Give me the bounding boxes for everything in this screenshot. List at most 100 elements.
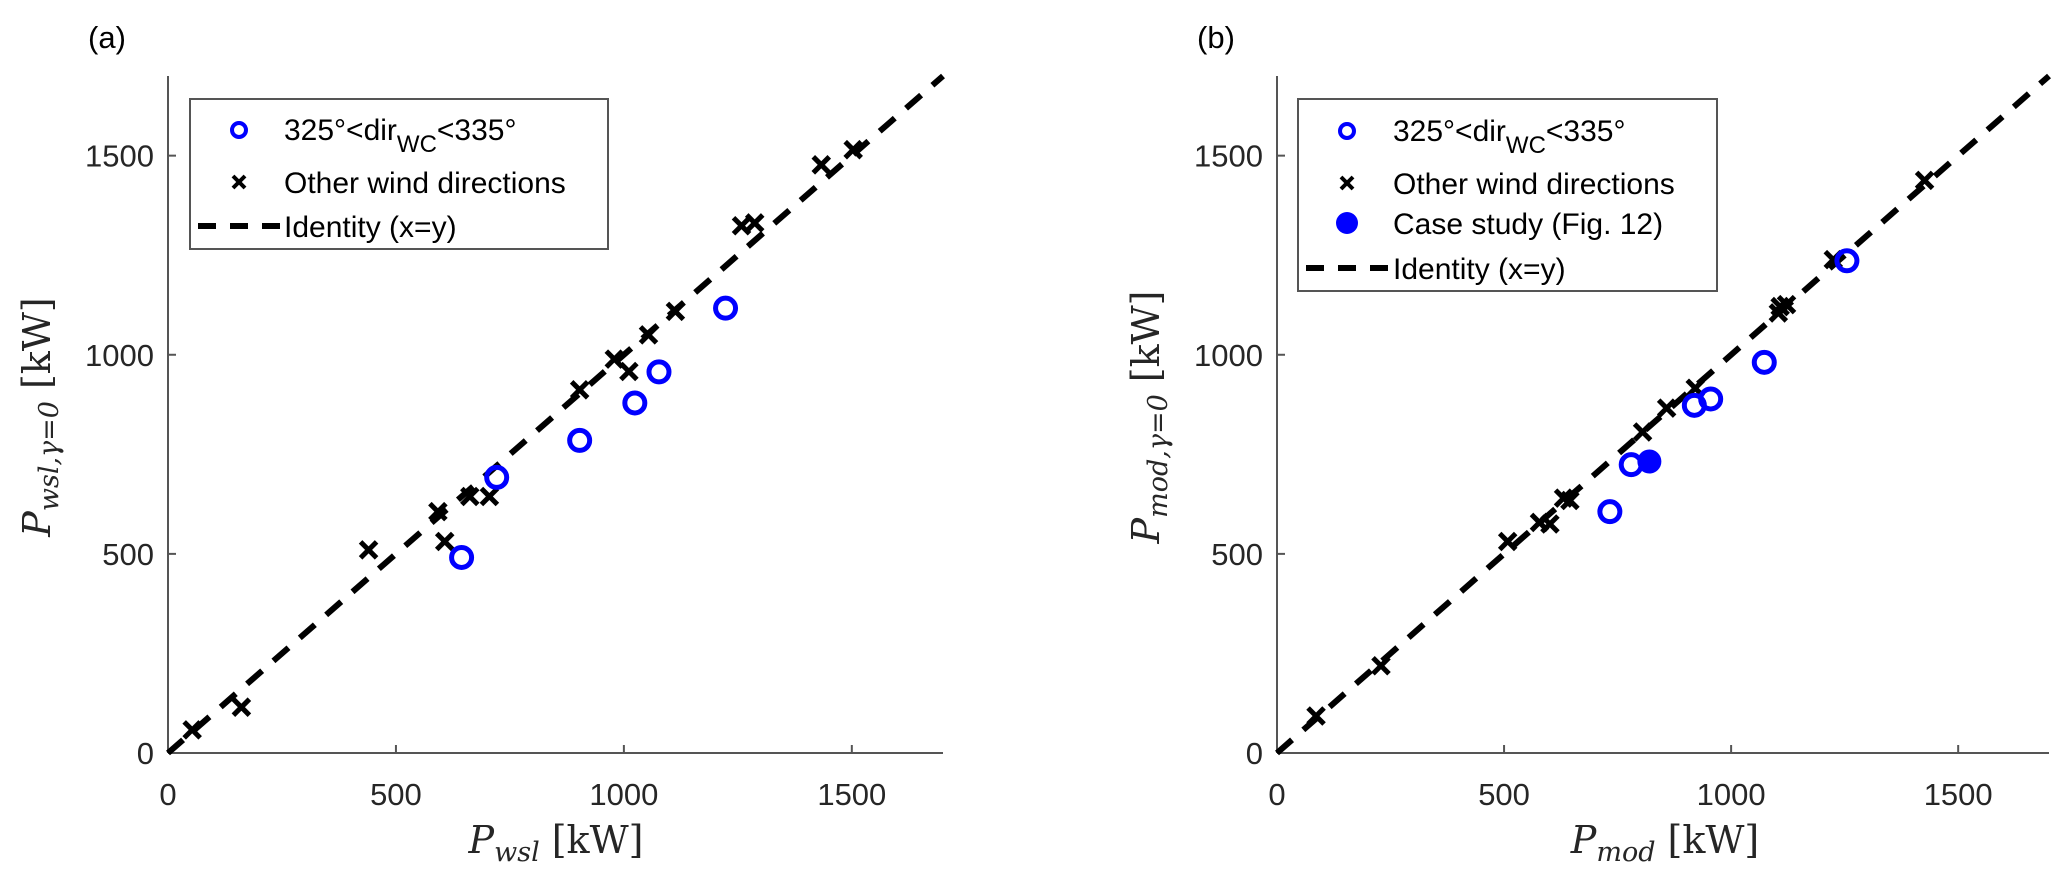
x-marker-stroke <box>1776 294 1797 315</box>
x-marker-stroke <box>811 155 832 175</box>
x-marker-stroke <box>434 531 455 552</box>
x-marker-stroke <box>665 301 686 322</box>
x-marker <box>182 720 202 740</box>
x-marker <box>569 380 590 400</box>
x-marker <box>665 301 686 322</box>
x-marker-stroke <box>731 215 752 236</box>
open-circle-marker <box>1597 499 1623 525</box>
panel-a: (a) 0 500 1000 1500 0 500 1000 1500 Pwsl [kW] Pw… <box>15 20 945 868</box>
y-tick-label: 1500 <box>1194 139 1263 174</box>
legend: 325°<dirWC<335° Other wind directions Ca… <box>1297 98 1718 292</box>
x-marker <box>744 213 765 233</box>
y-tick-label: 1000 <box>1194 338 1263 373</box>
identity-line <box>1275 73 2051 756</box>
axes: 0 500 1000 1500 0 500 1000 1500 <box>1194 76 2049 812</box>
x-marker <box>1497 531 1518 552</box>
y-tick-label: 0 <box>137 736 154 771</box>
panel-b: (b) 0 500 1000 1500 0 500 1000 1500 Pmod [kW] Pm… <box>1124 20 2051 868</box>
x-marker <box>619 361 639 382</box>
legend-x-icon <box>1339 175 1355 191</box>
x-tick-label: 0 <box>159 777 176 812</box>
y-tick-label: 500 <box>102 537 154 572</box>
y-axis-label: Pmod,γ=0[kW] <box>1124 291 1174 545</box>
data-marks <box>166 73 945 756</box>
x-marker <box>1632 422 1653 442</box>
legend-label-case-study: Case study (Fig. 12) <box>1393 208 1663 241</box>
open-circle-marker <box>713 295 739 321</box>
x-marker-stroke <box>1914 170 1935 191</box>
legend-filled-circle-icon <box>1336 212 1358 234</box>
legend-label-highlight: 325°<dirWC<335° <box>284 114 516 158</box>
x-marker-stroke <box>1632 422 1653 442</box>
x-marker-stroke <box>1540 514 1560 534</box>
x-tick-label: 1000 <box>1697 777 1766 812</box>
x-marker <box>428 501 448 522</box>
open-circle-marker <box>1834 248 1860 274</box>
x-marker-stroke <box>1306 706 1326 726</box>
panel-label: (a) <box>88 20 126 55</box>
x-marker <box>1540 514 1560 534</box>
open-circle-marker <box>567 427 593 453</box>
open-circle-marker <box>1698 386 1724 412</box>
x-marker-stroke <box>744 213 765 233</box>
x-marker <box>434 531 455 552</box>
x-marker-stroke <box>1560 490 1580 511</box>
panel-label: (b) <box>1197 20 1235 55</box>
x-marker <box>811 155 832 175</box>
x-marker <box>731 215 752 236</box>
x-axis-label: Pwsl [kW] <box>468 818 644 868</box>
y-tick-label: 0 <box>1246 736 1263 771</box>
x-marker-stroke <box>1685 378 1706 398</box>
x-marker-stroke <box>428 501 448 522</box>
axes: 0 500 1000 1500 0 500 1000 1500 <box>85 76 943 812</box>
open-circle-marker <box>1751 349 1777 375</box>
x-marker <box>460 486 480 507</box>
y-tick-label: 500 <box>1211 537 1263 572</box>
x-marker <box>358 540 379 560</box>
x-marker-stroke <box>231 697 252 717</box>
x-marker <box>1656 398 1677 418</box>
open-circle-marker <box>646 359 672 385</box>
x-marker-stroke <box>1371 656 1391 676</box>
x-marker-stroke <box>569 380 590 400</box>
x-marker-stroke <box>182 720 202 740</box>
x-marker-stroke <box>358 540 379 560</box>
x-marker <box>1776 294 1797 315</box>
x-marker-stroke <box>1553 488 1574 508</box>
legend-x-icon <box>231 174 247 190</box>
legend-box <box>1297 98 1718 292</box>
x-tick-label: 0 <box>1268 777 1285 812</box>
legend-label-identity: Identity (x=y) <box>1393 253 1566 286</box>
x-marker <box>1560 490 1580 511</box>
open-circle-marker <box>449 544 475 570</box>
x-tick-label: 1500 <box>817 777 886 812</box>
x-marker-stroke <box>1656 398 1677 418</box>
open-circle-marker <box>484 464 510 490</box>
x-axis-label: Pmod [kW] <box>1570 818 1759 868</box>
legend-open-circle-icon <box>230 121 248 139</box>
x-tick-label: 500 <box>370 777 422 812</box>
x-marker-stroke <box>638 325 659 345</box>
y-tick-label: 1000 <box>85 338 154 373</box>
y-axis-label: Pwsl,γ=0[kW] <box>15 297 65 537</box>
x-marker <box>231 697 252 717</box>
legend-box <box>189 98 609 250</box>
data-marks <box>1275 73 2051 756</box>
x-tick-label: 1000 <box>589 777 658 812</box>
open-circle-marker <box>622 390 648 416</box>
y-tick-label: 1500 <box>85 139 154 174</box>
legend-label-other: Other wind directions <box>284 167 566 200</box>
x-marker-stroke <box>479 486 500 507</box>
x-marker-stroke <box>1497 531 1518 552</box>
legend-label-highlight: 325°<dirWC<335° <box>1393 115 1625 159</box>
x-marker-stroke <box>460 486 480 507</box>
x-marker <box>843 139 863 160</box>
x-marker <box>1306 706 1326 726</box>
x-marker-stroke <box>619 361 639 382</box>
x-marker-stroke <box>604 349 625 369</box>
x-marker <box>479 486 500 507</box>
case-study-marker <box>1637 449 1662 474</box>
legend-label-identity: Identity (x=y) <box>284 211 457 244</box>
x-tick-label: 1500 <box>1924 777 1993 812</box>
